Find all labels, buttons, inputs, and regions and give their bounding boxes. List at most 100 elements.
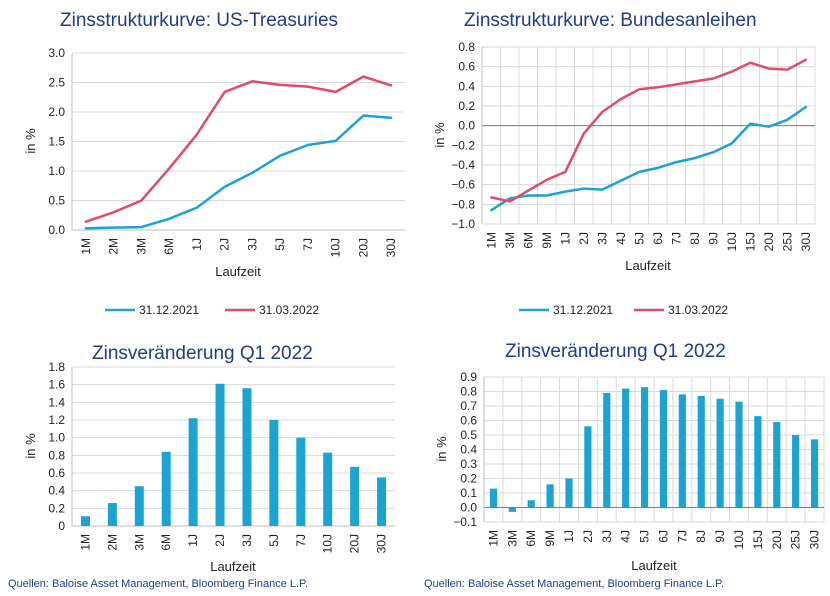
chart-title-change-us: Zinsveränderung Q1 2022 bbox=[92, 343, 313, 364]
bar bbox=[622, 388, 630, 508]
legend-label: 31.03.2022 bbox=[668, 303, 728, 317]
bar bbox=[546, 484, 554, 508]
bar bbox=[678, 394, 686, 508]
y-tick-label: 0.5 bbox=[460, 428, 477, 442]
y-tick-label: 0.5 bbox=[48, 194, 65, 208]
bar bbox=[161, 451, 171, 526]
y-tick-label: 1.8 bbox=[48, 360, 65, 374]
x-tick-label: 3M bbox=[505, 530, 519, 547]
y-tick-label: 0.2 bbox=[48, 501, 65, 515]
x-tick-label: 25J bbox=[780, 232, 794, 251]
y-axis-title: in % bbox=[432, 122, 447, 148]
y-tick-label: 1.0 bbox=[48, 164, 65, 178]
bar bbox=[527, 500, 535, 508]
x-axis-title: Laufzeit bbox=[210, 559, 256, 574]
y-tick-label: 1.4 bbox=[48, 395, 65, 409]
x-tick-label: 20J bbox=[770, 530, 784, 549]
y-tick-label: 0.4 bbox=[460, 443, 477, 457]
bar bbox=[377, 477, 387, 526]
x-tick-label: 9J bbox=[706, 232, 720, 245]
series-line bbox=[490, 105, 808, 212]
bar bbox=[792, 435, 800, 508]
y-tick-label: 0 bbox=[58, 519, 65, 533]
x-tick-label: 30J bbox=[808, 530, 822, 549]
y-tick-label: 0.6 bbox=[458, 60, 475, 74]
x-tick-label: 7J bbox=[675, 530, 689, 543]
x-tick-label: 6M bbox=[159, 534, 173, 551]
bar bbox=[296, 437, 306, 526]
x-tick-label: 30J bbox=[384, 238, 398, 257]
x-tick-label: 5J bbox=[638, 530, 652, 543]
y-tick-label: 0.3 bbox=[460, 457, 477, 471]
bar bbox=[489, 488, 498, 508]
x-tick-label: 1J bbox=[186, 534, 200, 547]
x-tick-label: 3J bbox=[240, 534, 254, 547]
series-line bbox=[490, 58, 808, 203]
bar bbox=[269, 420, 279, 526]
x-tick-label: 1M bbox=[486, 530, 500, 547]
y-tick-label: −1.0 bbox=[451, 217, 475, 231]
x-tick-label: 3J bbox=[595, 232, 609, 245]
chart-title-bundesanleihen: Zinsstrukturkurve: Bundesanleihen bbox=[464, 10, 757, 31]
x-tick-label: 9J bbox=[713, 530, 727, 543]
x-tick-label: 6J bbox=[651, 232, 665, 245]
x-tick-label: 8J bbox=[688, 232, 702, 245]
legend-label: 31.12.2021 bbox=[553, 303, 613, 317]
x-tick-label: 6M bbox=[524, 530, 538, 547]
x-tick-label: 10J bbox=[732, 530, 746, 549]
x-tick-label: 3M bbox=[134, 238, 148, 255]
bar bbox=[508, 507, 516, 512]
y-tick-label: 2.5 bbox=[48, 76, 65, 90]
bar bbox=[659, 390, 668, 508]
bar bbox=[810, 439, 819, 508]
y-tick-label: 0.7 bbox=[460, 399, 477, 413]
y-tick-label: 0.1 bbox=[460, 486, 477, 500]
x-tick-label: 8J bbox=[694, 530, 708, 543]
bar bbox=[565, 478, 573, 508]
x-tick-label: 1M bbox=[79, 238, 93, 255]
y-tick-label: 0.2 bbox=[460, 472, 477, 486]
x-tick-label: 5J bbox=[273, 238, 287, 251]
x-tick-label: 7J bbox=[669, 232, 683, 245]
series-line bbox=[84, 75, 393, 223]
y-tick-label: 0.4 bbox=[458, 79, 475, 93]
y-tick-label: 1.6 bbox=[48, 378, 65, 392]
x-tick-label: 1M bbox=[78, 534, 92, 551]
bar bbox=[773, 421, 781, 508]
bar bbox=[242, 388, 252, 526]
x-tick-label: 6M bbox=[521, 232, 535, 249]
x-tick-label: 5J bbox=[267, 534, 281, 547]
x-tick-label: 5J bbox=[632, 232, 646, 245]
x-tick-label: 9M bbox=[540, 232, 554, 249]
y-tick-label: 1.0 bbox=[48, 431, 65, 445]
bar bbox=[584, 426, 592, 508]
y-tick-label: 0.6 bbox=[48, 466, 65, 480]
x-tick-label: 20J bbox=[356, 238, 370, 257]
x-axis-title: Laufzeit bbox=[631, 558, 677, 573]
x-tick-label: 1M bbox=[484, 232, 498, 249]
x-tick-label: 1J bbox=[558, 232, 572, 245]
y-tick-label: 0.0 bbox=[458, 119, 475, 133]
x-tick-label: 1J bbox=[190, 238, 204, 251]
bar bbox=[716, 398, 724, 508]
x-tick-label: 4J bbox=[619, 530, 633, 543]
x-tick-label: 2M bbox=[107, 238, 121, 255]
series-line bbox=[84, 114, 393, 230]
bar bbox=[754, 416, 762, 508]
bar bbox=[640, 387, 649, 508]
x-tick-label: 3J bbox=[600, 530, 614, 543]
y-tick-label: 0.0 bbox=[460, 501, 477, 515]
x-tick-label: 6J bbox=[656, 530, 670, 543]
bar bbox=[215, 383, 225, 526]
y-tick-label: −0.1 bbox=[453, 515, 477, 529]
bar bbox=[697, 395, 705, 508]
y-tick-label: 0.8 bbox=[458, 40, 475, 54]
bar bbox=[323, 452, 333, 526]
y-tick-label: 3.0 bbox=[48, 46, 65, 60]
x-tick-label: 25J bbox=[789, 530, 803, 549]
x-tick-label: 10J bbox=[329, 238, 343, 257]
chart-title-us-treasuries: Zinsstrukturkurve: US-Treasuries bbox=[60, 10, 339, 31]
y-tick-label: 1.5 bbox=[48, 135, 65, 149]
y-tick-label: 0.8 bbox=[48, 448, 65, 462]
x-axis-title: Laufzeit bbox=[215, 264, 261, 279]
